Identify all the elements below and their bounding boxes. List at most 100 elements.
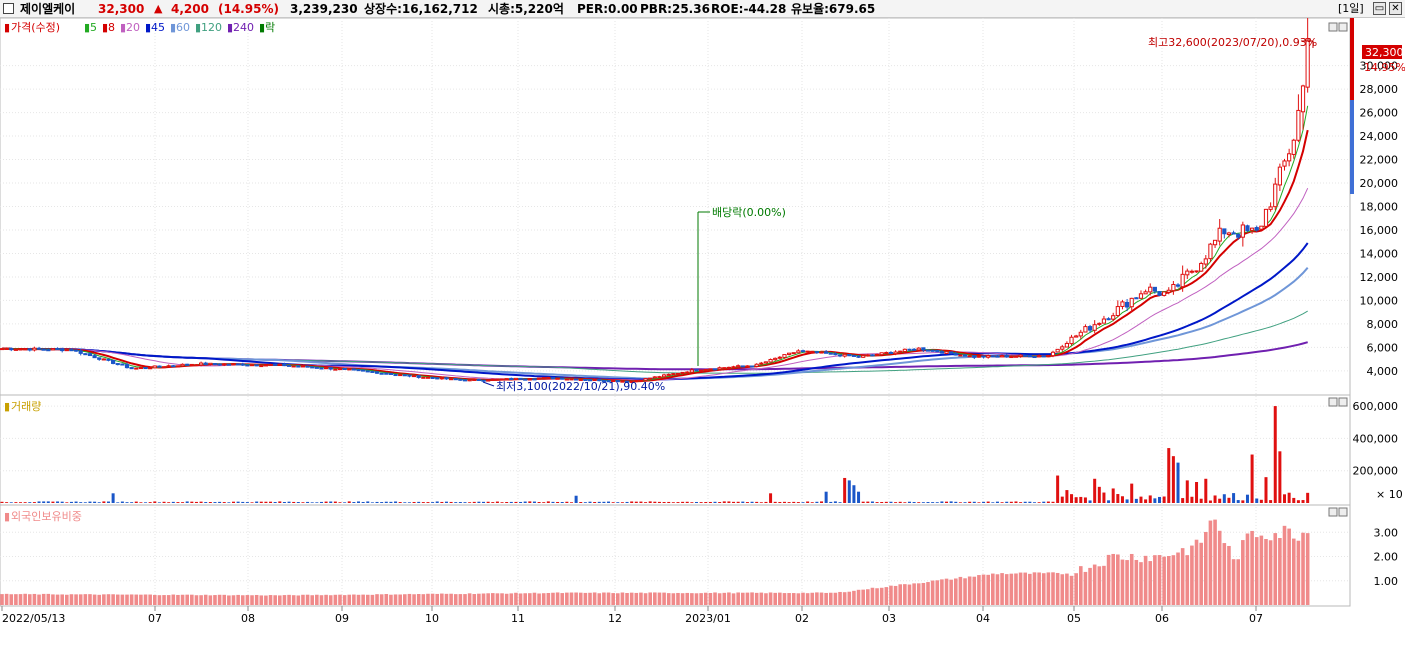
candle [254,364,259,367]
candle [777,356,782,359]
volume-bar [625,501,629,503]
candle [1245,225,1250,232]
foreign-bar [162,595,166,605]
candle [495,378,500,381]
foreign-bar [1305,533,1310,605]
period-button[interactable]: [1일] [1338,2,1364,15]
volume-bar [926,502,930,503]
foreign-bar [727,592,731,605]
foreign-bar [1000,573,1004,605]
foreign-panel-close-button[interactable] [1338,507,1348,517]
candle [643,378,648,381]
candle [115,363,120,366]
price-panel-minimize-button[interactable] [1328,22,1338,32]
volume-bar [718,502,722,503]
volume-bar [509,501,513,503]
candle [504,378,509,381]
candle [472,378,477,381]
foreign-bar [4,593,9,605]
candle [277,363,282,366]
foreign-bar [41,593,46,605]
volume-bar [949,501,953,503]
candle [597,379,602,382]
foreign-bar [472,594,477,605]
price-axis-tick-5: 14,000 [1360,247,1399,260]
volume-bar [843,477,847,503]
volume-bar [435,501,439,503]
foreign-bar [389,594,393,605]
foreign-bar [560,593,565,605]
volume-panel-minimize-button[interactable] [1328,397,1338,407]
volume-bar [65,502,69,503]
foreign-bar [643,593,648,605]
candle [203,362,208,365]
close-icon[interactable]: ✕ [1389,2,1402,15]
candle [97,357,102,360]
candle [671,373,676,376]
candle [800,350,806,353]
volume-bar [421,502,425,503]
volume-bar [857,491,861,503]
foreign-bar [703,592,708,605]
candle [648,377,653,380]
candle [828,352,833,355]
candle [1208,243,1213,260]
candle [333,368,338,371]
volume-bar [1301,500,1305,503]
volume-bar [903,502,907,503]
volume-bar [745,502,749,503]
candle [1101,318,1107,324]
select-checkbox[interactable] [3,3,14,14]
candle [1268,206,1273,210]
foreign-panel-minimize-button[interactable] [1328,507,1338,517]
volume-bar [945,501,949,503]
volume-panel-close-button[interactable] [1338,397,1348,407]
volume-bar [644,502,648,503]
foreign-bar [1296,540,1301,605]
price-panel-close-button[interactable] [1338,22,1348,32]
foreign-bar [148,594,152,605]
foreign-bar [666,593,671,605]
volume-bar [37,501,41,503]
volume-bar [9,502,13,503]
volume-bar [704,502,708,503]
foreign-bar [1291,538,1296,605]
volume-bar [79,502,83,503]
volume-bar [208,502,212,503]
foreign-bar [1227,545,1231,605]
volume-bar [690,502,694,503]
volume-bar [556,501,560,503]
price-tag-box [1362,45,1402,59]
foreign-bar [282,595,287,605]
foreign-bar [694,593,699,605]
foreign-bar [60,594,64,605]
foreign-bar [1125,560,1129,605]
volume-bar [1162,496,1166,503]
candle [430,376,435,379]
candle [1250,227,1255,231]
foreign-bar [583,592,588,605]
volume-bar [190,501,194,503]
volume-bar [204,502,208,503]
foreign-bar [384,594,389,605]
candle [217,363,222,366]
volume-bar [1088,500,1092,503]
volume-bar [1014,501,1018,503]
candle [143,367,148,370]
volume-bar [278,501,282,503]
volume-bar [782,501,786,503]
candle [925,349,931,352]
foreign-bar [523,593,527,605]
candle [615,380,620,383]
foreign-bar [750,592,754,605]
candle [944,351,949,354]
minimize-icon[interactable]: ▭ [1373,2,1386,15]
legend-foreign-marker: ▮ [4,510,10,523]
candle [92,355,97,359]
x-axis-tick-0: 2022/05/13 [2,612,65,625]
candle [634,380,639,383]
x-axis-tick-4: 10 [425,612,439,625]
volume-bar [93,501,97,503]
volume-bar [398,502,402,503]
candle [1129,297,1134,308]
